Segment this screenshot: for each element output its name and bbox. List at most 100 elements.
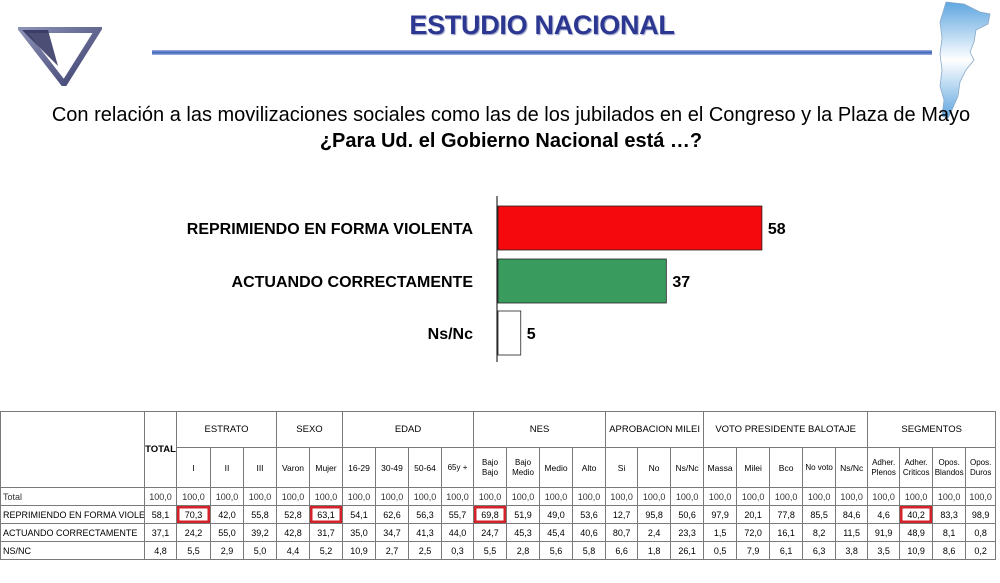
column-header-3-2: Medio xyxy=(539,447,574,488)
column-header-0-2: III xyxy=(243,447,277,488)
value-label-2: 5 xyxy=(527,326,536,343)
table-cell: 100,0 xyxy=(309,487,343,506)
table-cell: 5,5 xyxy=(473,541,508,560)
table-cell: 6,1 xyxy=(769,541,804,560)
table-cell: 2,9 xyxy=(210,541,244,560)
column-header-5-1: Milei xyxy=(736,447,771,488)
table-cell: 1,8 xyxy=(637,541,672,560)
table-corner xyxy=(0,411,145,488)
table-cell: 40,6 xyxy=(572,523,607,542)
table-cell: 100,0 xyxy=(703,487,738,506)
table-cell: 100,0 xyxy=(473,487,508,506)
table-cell: 100,0 xyxy=(932,487,967,506)
table-cell: 72,0 xyxy=(736,523,771,542)
table-cell: 100,0 xyxy=(835,487,869,506)
table-cell: 5,2 xyxy=(309,541,343,560)
table-cell: 24,2 xyxy=(176,523,211,542)
table-cell: 55,7 xyxy=(440,505,475,524)
column-header-5-4: Ns/Nc xyxy=(835,447,869,488)
column-header-6-2: Opos. Blandos xyxy=(932,447,967,488)
table-cell: 5,8 xyxy=(572,541,607,560)
table-cell: 58,1 xyxy=(144,505,177,524)
table-cell: 83,3 xyxy=(932,505,967,524)
table-cell: 100,0 xyxy=(867,487,901,506)
table-cell: 100,0 xyxy=(670,487,705,506)
table-cell: 39,2 xyxy=(243,523,277,542)
column-header-1-1: Mujer xyxy=(309,447,343,488)
title-rule xyxy=(152,50,932,55)
table-cell: 95,8 xyxy=(637,505,672,524)
table-cell: 100,0 xyxy=(342,487,376,506)
table-cell: 97,9 xyxy=(703,505,738,524)
table-cell: 100,0 xyxy=(506,487,541,506)
table-cell: 51,9 xyxy=(506,505,541,524)
column-header-4-2: Ns/Nc xyxy=(670,447,705,488)
table-cell: 42,0 xyxy=(210,505,244,524)
row-label: REPRIMIENDO EN FORMA VIOLENTA xyxy=(0,505,145,524)
table-cell: 16,1 xyxy=(769,523,804,542)
table-cell: 40,2 xyxy=(899,505,934,524)
category-label-0: REPRIMIENDO EN FORMA VIOLENTA xyxy=(187,221,474,238)
group-header-6: SEGMENTOS xyxy=(867,411,997,448)
results-table: TOTAL ESTRATO SEXO EDAD NES APROBACION MILEI V… xyxy=(0,411,997,560)
column-header-6-1: Adher. Criticos xyxy=(899,447,934,488)
row-label: NS/NC xyxy=(0,541,145,560)
column-header-2-2: 50-64 xyxy=(408,447,442,488)
table-cell: 100,0 xyxy=(408,487,442,506)
table-cell: 100,0 xyxy=(736,487,771,506)
table-cell: 20,1 xyxy=(736,505,771,524)
table-cell: 0,5 xyxy=(703,541,738,560)
table-cell: 5,5 xyxy=(176,541,211,560)
table-cell: 85,5 xyxy=(802,505,837,524)
table-cell: 11,5 xyxy=(835,523,869,542)
table-cell: 2,8 xyxy=(506,541,541,560)
table-cell: 35,0 xyxy=(342,523,376,542)
table-cell: 44,0 xyxy=(440,523,475,542)
table-cell: 4,8 xyxy=(144,541,177,560)
table-cell: 100,0 xyxy=(899,487,934,506)
column-header-2-0: 16-29 xyxy=(342,447,376,488)
total-header: TOTAL xyxy=(144,411,177,488)
value-label-1: 37 xyxy=(672,274,690,291)
page-title: ESTUDIO NACIONAL xyxy=(409,10,675,40)
column-header-3-0: Bajo Bajo xyxy=(473,447,508,488)
table-cell: 100,0 xyxy=(572,487,607,506)
table-row: ACTUANDO CORRECTAMENTE 37,1 24,2 55,0 39,2 42… xyxy=(0,523,997,542)
table-cell: 69,8 xyxy=(473,505,508,524)
table-cell: 62,6 xyxy=(375,505,409,524)
table-cell: 55,8 xyxy=(243,505,277,524)
column-header-0-0: I xyxy=(176,447,211,488)
group-header-0: ESTRATO xyxy=(176,411,277,448)
bar-2 xyxy=(497,310,522,356)
table-cell: 8,6 xyxy=(932,541,967,560)
table-cell: 6,6 xyxy=(605,541,639,560)
table-cell: 45,3 xyxy=(506,523,541,542)
table-cell: 100,0 xyxy=(605,487,639,506)
table-cell: 50,6 xyxy=(670,505,705,524)
column-header-2-1: 30-49 xyxy=(375,447,409,488)
table-cell: 45,4 xyxy=(539,523,574,542)
group-header-3: NES xyxy=(473,411,607,448)
value-label-0: 58 xyxy=(768,221,786,238)
table-cell: 3,8 xyxy=(835,541,869,560)
row-label: ACTUANDO CORRECTAMENTE xyxy=(0,523,145,542)
column-header-2-3: 65y + xyxy=(440,447,475,488)
table-cell: 80,7 xyxy=(605,523,639,542)
question-line-2: ¿Para Ud. el Gobierno Nacional está …? xyxy=(319,130,703,152)
column-header-3-3: Alto xyxy=(572,447,607,488)
table-cell: 100,0 xyxy=(539,487,574,506)
group-header-4: APROBACION MILEI xyxy=(605,411,705,448)
table-cell: 42,8 xyxy=(276,523,310,542)
column-header-5-0: Massa xyxy=(703,447,738,488)
table-cell: 53,6 xyxy=(572,505,607,524)
table-cell: 23,3 xyxy=(670,523,705,542)
table-cell: 100,0 xyxy=(769,487,804,506)
table-cell: 8,1 xyxy=(932,523,967,542)
bar-chart: REPRIMIENDO EN FORMA VIOLENTA 58 ACTUANDO … xyxy=(187,196,786,362)
column-header-1-0: Varon xyxy=(276,447,310,488)
group-header-1: SEXO xyxy=(276,411,343,448)
argentina-map-icon xyxy=(939,1,991,119)
table-cell: 3,5 xyxy=(867,541,901,560)
column-header-3-1: Bajo Medio xyxy=(506,447,541,488)
table-cell: 70,3 xyxy=(176,505,211,524)
